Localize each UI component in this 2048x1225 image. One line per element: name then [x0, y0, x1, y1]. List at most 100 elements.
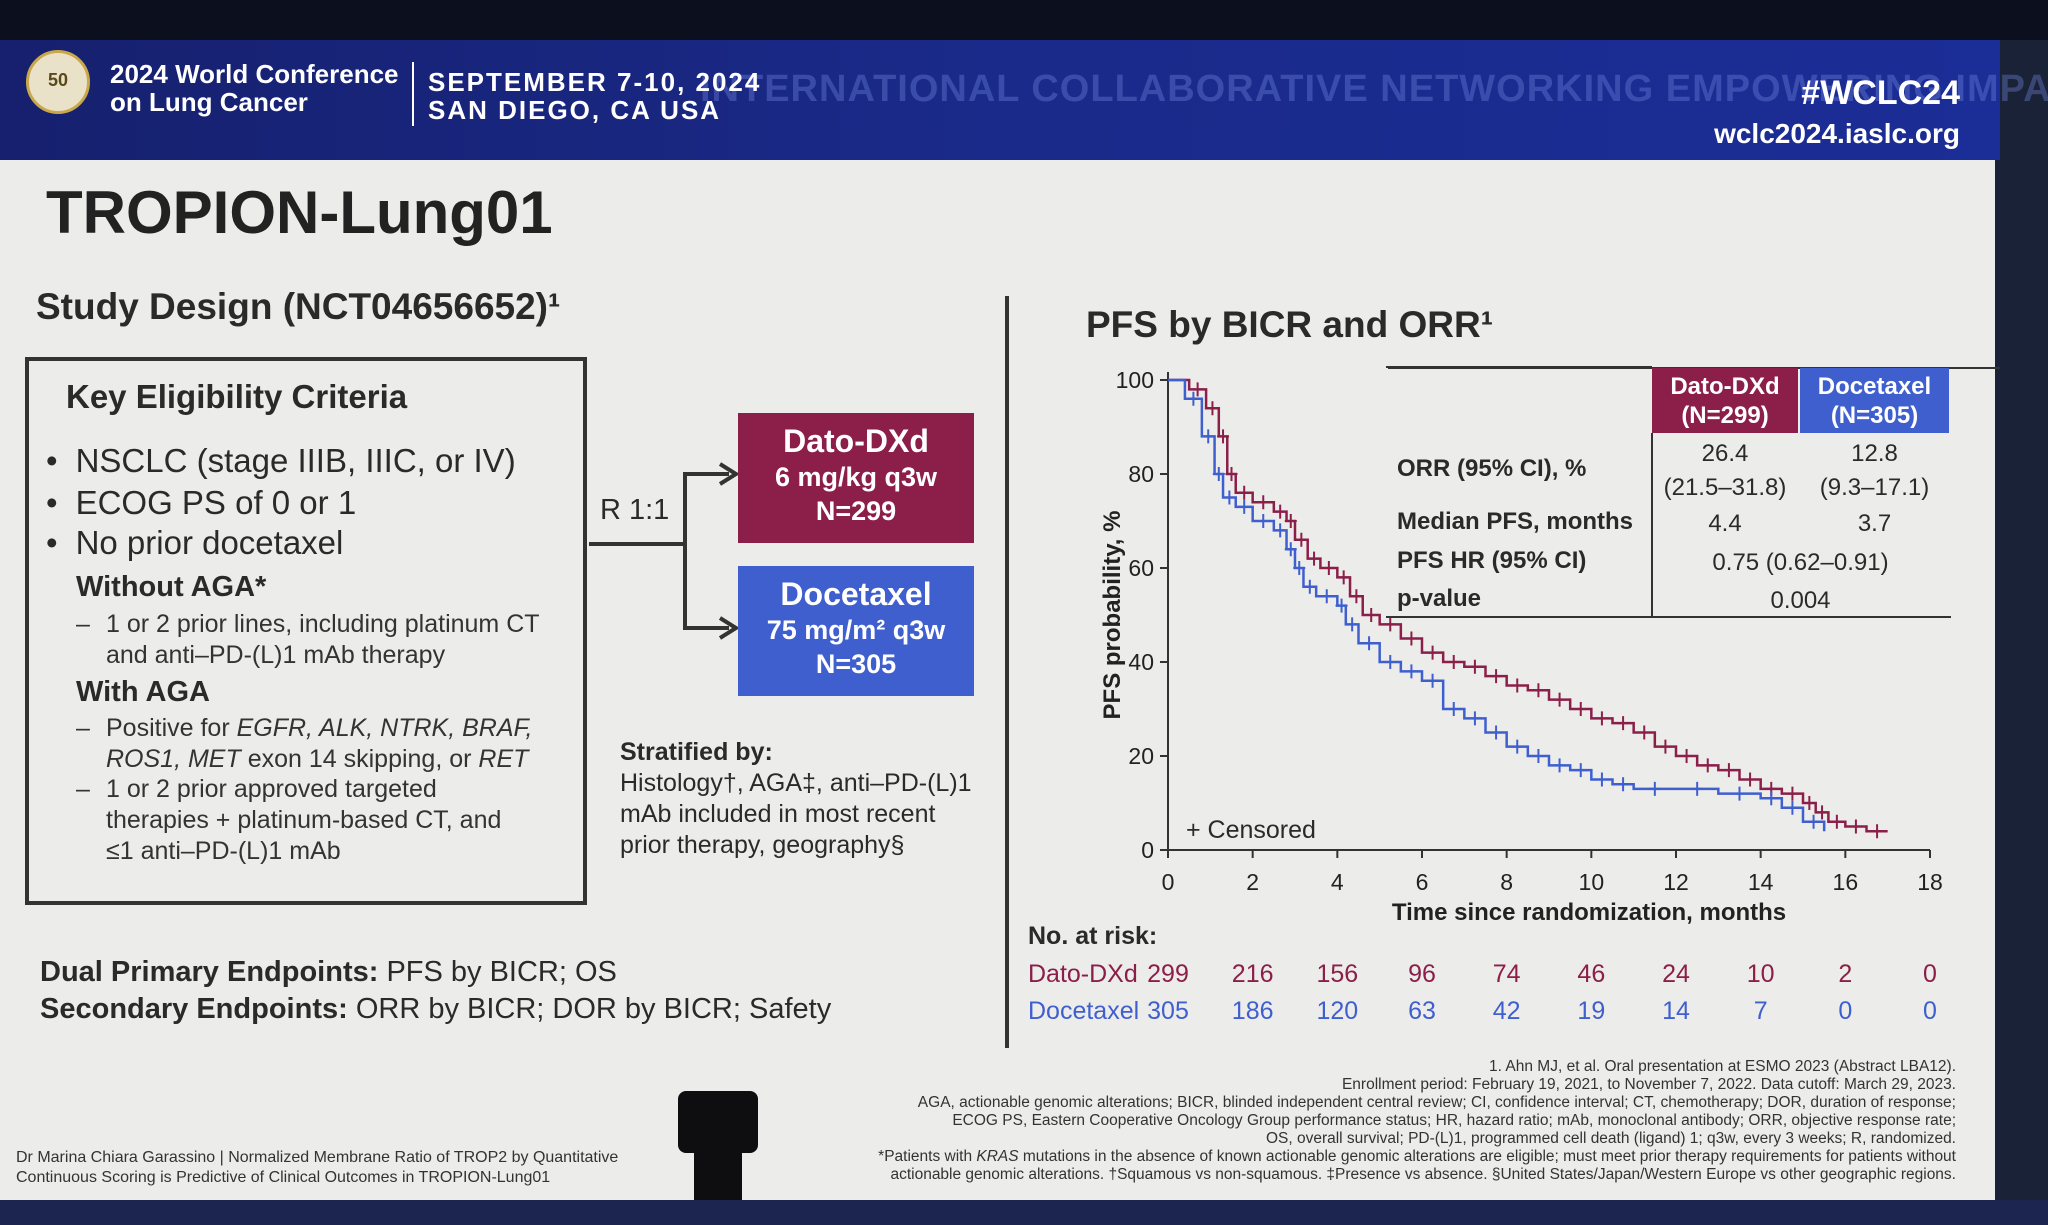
censor-mark: [1617, 716, 1630, 731]
censor-mark: [1384, 655, 1397, 669]
at-risk-value: 305: [1147, 997, 1189, 1025]
stratified-label: Stratified by:: [620, 738, 773, 766]
censor-mark: [1217, 429, 1230, 444]
censor-mark: [1744, 772, 1757, 787]
censor-mark: [1553, 758, 1566, 773]
bottom-dark-edge: [0, 1200, 2048, 1225]
censor-mark: [1617, 777, 1630, 792]
censor-mark: [1350, 589, 1363, 604]
at-risk-value: 299: [1147, 960, 1189, 988]
orr-docetaxel-ci: (9.3–17.1): [1819, 474, 1930, 501]
censor-mark: [1871, 824, 1884, 839]
censor-mark: [1733, 786, 1746, 801]
at-risk-name-dato: Dato-DXd: [1028, 960, 1138, 988]
conference-banner: INTERNATIONAL COLLABORATIVE NETWORKING E…: [0, 40, 2048, 160]
table-header-dato: Dato-DXd (N=299): [1652, 368, 1798, 433]
banner-divider: [412, 62, 414, 126]
th2-line-2: (N=305): [1830, 402, 1919, 429]
with-aga-item-1: – Positive for EGFR, ALK, NTRK, BRAF, ROS…: [76, 714, 533, 773]
results-heading: PFS by BICR and ORR¹: [1086, 304, 1494, 345]
without-aga-item: –1 or 2 prior lines, including platinum …: [76, 609, 576, 671]
censor-mark: [1691, 781, 1704, 796]
censor-mark: [1225, 467, 1238, 481]
censor-mark: [1638, 725, 1651, 740]
study-design-heading: Study Design (NCT04656652)¹: [36, 286, 561, 327]
censor-mark: [1293, 561, 1306, 575]
censor-mark: [1849, 819, 1862, 834]
censor-mark: [1490, 669, 1503, 684]
without-aga-item-text: 1 or 2 prior lines, including platinum C…: [106, 610, 540, 669]
x-tick-label: 14: [1748, 869, 1774, 895]
footnote-star-rest: mutations in the absence of known action…: [1018, 1148, 1956, 1165]
censor-mark: [1701, 758, 1714, 773]
y-tick-label: 40: [1128, 649, 1154, 675]
at-risk-value: 24: [1662, 960, 1690, 988]
km-chart: 0 20 40 60 80 100 0 2 4 6 8 10 12 14 16 18 Time since ra…: [1099, 367, 2000, 926]
conference-location: SAN DIEGO, CA USA: [428, 95, 722, 125]
at-risk-value: 0: [1838, 997, 1853, 1025]
th1-line-2: (N=299): [1681, 402, 1769, 429]
stratified-text: Histology†, AGA‡, anti–PD-(L)1 mAb inclu…: [620, 769, 972, 859]
top-dark-edge: [0, 0, 2048, 40]
censor-mark: [1346, 617, 1359, 632]
censor-mark: [1337, 570, 1350, 585]
censor-mark: [1786, 800, 1799, 815]
orr-dato-ci: (21.5–31.8): [1663, 474, 1787, 501]
y-tick-label: 100: [1116, 367, 1154, 393]
speaker-credit: Dr Marina Chiara Garassino | Normalized …: [16, 1148, 618, 1188]
at-risk-value: 42: [1492, 997, 1521, 1025]
pfs-hr-value: 0.75 (0.62–0.91): [1712, 549, 1889, 576]
y-tick-label: 80: [1128, 461, 1154, 487]
censor-mark: [1816, 805, 1829, 820]
section-divider: [1005, 296, 1009, 1048]
with-aga-item-2: –1 or 2 prior approved targeted therapie…: [76, 774, 526, 867]
censor-mark: [1648, 781, 1661, 796]
censor-mark: [1405, 631, 1418, 646]
censor-mark: [1532, 749, 1545, 763]
censor-mark: [1320, 589, 1333, 604]
x-tick-label: 8: [1500, 869, 1513, 895]
censor-mark: [1511, 678, 1524, 693]
conference-name-line1: 2024 World Conference: [110, 59, 399, 89]
anniversary-logo: 50: [26, 50, 90, 114]
x-axis-label: Time since randomization, months: [1392, 899, 1786, 926]
secondary-endpoints-text: ORR by BICR; DOR by BICR; Safety: [347, 993, 832, 1025]
censor-mark: [1322, 561, 1335, 575]
at-risk-value: 7: [1753, 997, 1768, 1025]
at-risk-value: 186: [1231, 997, 1274, 1025]
censor-mark: [1595, 711, 1608, 726]
slide-body: [0, 160, 1995, 1200]
footnote-reference: 1. Ahn MJ, et al. Oral presentation at E…: [1489, 1058, 1956, 1075]
censor-mark: [1830, 814, 1843, 829]
censor-mark: [1191, 382, 1204, 397]
arm2-arrowhead: [718, 616, 740, 640]
eligibility-bullet-3: No prior docetaxel: [46, 524, 344, 562]
x-tick-label: 18: [1917, 869, 1943, 895]
arm-docetaxel: Docetaxel 75 mg/m² q3w N=305: [738, 566, 974, 696]
arm1-name: Dato-DXd: [783, 423, 929, 459]
censor-mark: [1274, 504, 1287, 519]
at-risk-value: 2: [1838, 960, 1853, 988]
with-aga-item1-mid: exon 14 skipping, or: [240, 745, 479, 773]
x-tick-label: 12: [1663, 869, 1689, 895]
censor-mark: [1511, 739, 1524, 754]
censor-mark: [1284, 514, 1297, 528]
x-tick-label: 0: [1162, 869, 1175, 895]
censor-mark: [1202, 429, 1215, 444]
censor-mark: [1803, 796, 1816, 810]
randomization-branch: [683, 472, 687, 630]
censor-mark: [1532, 683, 1545, 698]
table-bottom-rule: [1386, 616, 1951, 618]
x-tick-label: 16: [1833, 869, 1859, 895]
median-pfs-docetaxel: 3.7: [1857, 510, 1892, 537]
arm2-name: Docetaxel: [780, 576, 932, 612]
censor-mark: [1223, 490, 1236, 505]
x-tick-label: 2: [1246, 869, 1259, 895]
without-aga-label: Without AGA*: [76, 571, 267, 603]
censor-mark: [1238, 499, 1251, 514]
censor-mark: [1274, 523, 1287, 538]
x-tick-label: 6: [1416, 869, 1429, 895]
censor-mark: [1426, 645, 1439, 660]
footnote-abbrev-1: AGA, actionable genomic alterations; BIC…: [917, 1094, 1956, 1111]
footnote-star: *Patients with KRAS mutations in the abs…: [656, 1148, 1956, 1166]
